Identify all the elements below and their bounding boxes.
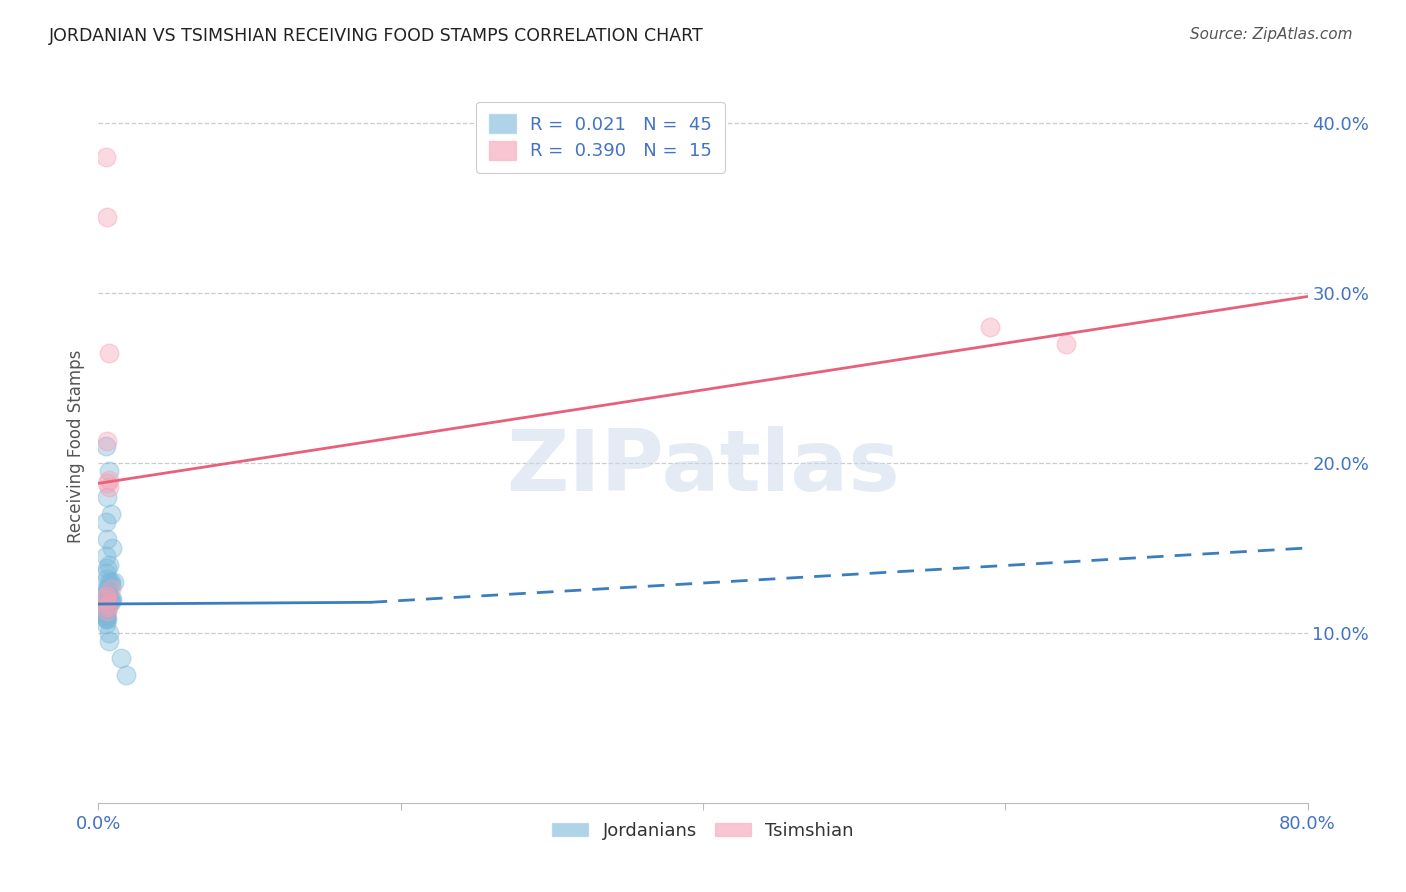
Point: [96, 572, 118, 586]
Point: [98, 597, 121, 611]
Point: [96, 599, 118, 613]
Point: [96, 604, 118, 618]
Point: [98, 626, 121, 640]
Point: [101, 591, 124, 606]
Point: [96, 600, 118, 615]
Point: [100, 591, 122, 606]
Point: [94, 516, 117, 530]
Text: ZIPatlas: ZIPatlas: [506, 425, 900, 509]
Point: [103, 574, 125, 589]
Point: [96, 476, 118, 491]
Point: [98, 589, 121, 603]
Point: [96, 583, 118, 598]
Point: [94, 612, 117, 626]
Y-axis label: Receiving Food Stamps: Receiving Food Stamps: [66, 350, 84, 542]
Point: [96, 593, 118, 607]
Point: [98, 591, 121, 606]
Point: [94, 604, 117, 618]
Text: Source: ZipAtlas.com: Source: ZipAtlas.com: [1189, 27, 1353, 42]
Point: [96, 612, 118, 626]
Point: [96, 602, 118, 616]
Text: JORDANIAN VS TSIMSHIAN RECEIVING FOOD STAMPS CORRELATION CHART: JORDANIAN VS TSIMSHIAN RECEIVING FOOD ST…: [49, 27, 704, 45]
Point: [94, 439, 117, 453]
Point: [96, 591, 118, 606]
Point: [94, 606, 117, 620]
Point: [94, 617, 117, 632]
Point: [94, 150, 117, 164]
Point: [94, 608, 117, 623]
Point: [94, 600, 117, 615]
Point: [94, 608, 117, 623]
Point: [96, 597, 118, 611]
Point: [114, 668, 136, 682]
Legend: Jordanians, Tsimshian: Jordanians, Tsimshian: [544, 815, 862, 847]
Point: [110, 651, 132, 665]
Point: [98, 345, 121, 359]
Point: [979, 320, 1001, 334]
Point: [96, 585, 118, 599]
Point: [100, 582, 122, 596]
Point: [100, 595, 122, 609]
Point: [98, 473, 121, 487]
Point: [94, 591, 117, 606]
Point: [96, 490, 118, 504]
Point: [101, 541, 124, 555]
Point: [98, 465, 121, 479]
Point: [94, 610, 117, 624]
Point: [98, 574, 121, 589]
Point: [98, 634, 121, 648]
Point: [96, 434, 118, 448]
Point: [96, 210, 118, 224]
Point: [98, 558, 121, 572]
Point: [94, 587, 117, 601]
Point: [94, 566, 117, 581]
Point: [1054, 337, 1077, 351]
Point: [94, 589, 117, 603]
Point: [100, 507, 122, 521]
Point: [96, 533, 118, 547]
Point: [96, 600, 118, 615]
Point: [94, 582, 117, 596]
Point: [96, 561, 118, 575]
Point: [100, 574, 122, 589]
Point: [100, 578, 122, 592]
Point: [98, 480, 121, 494]
Point: [94, 549, 117, 564]
Point: [98, 595, 121, 609]
